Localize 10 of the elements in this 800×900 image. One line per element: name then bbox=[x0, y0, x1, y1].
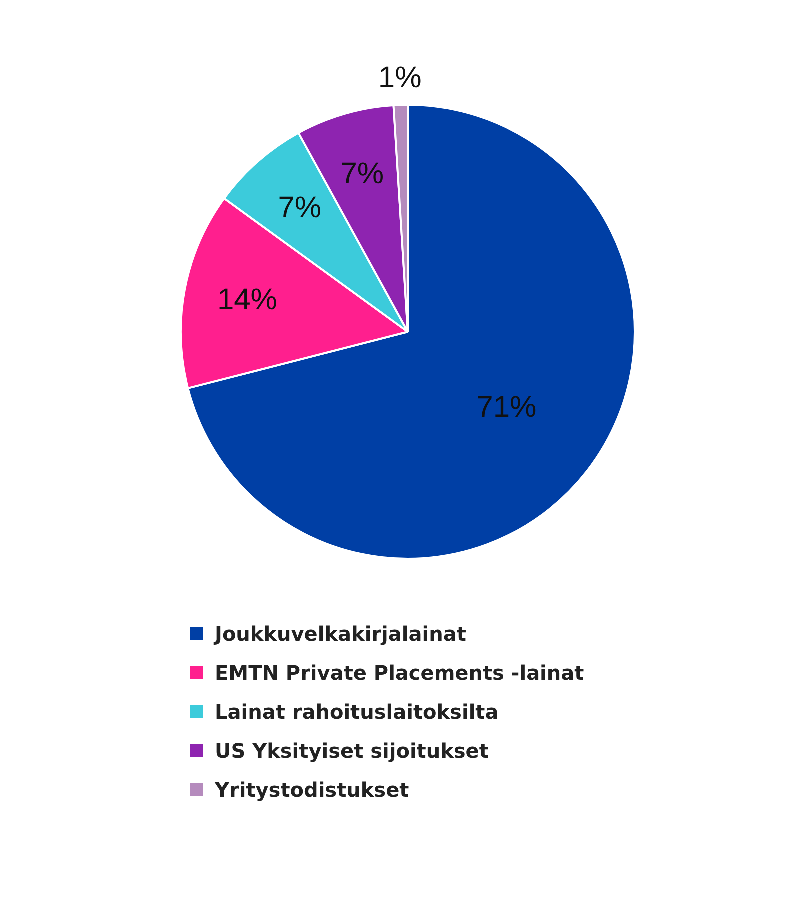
legend-label: Lainat rahoituslaitoksilta bbox=[215, 700, 499, 724]
data-label: 7% bbox=[340, 157, 384, 190]
legend-label: US Yksityiset sijoitukset bbox=[215, 738, 489, 762]
legend-label: EMTN Private Placements -lainat bbox=[215, 660, 584, 684]
data-label: 1% bbox=[378, 61, 422, 94]
data-label: 14% bbox=[217, 284, 278, 317]
legend-label: Joukkuvelkakirjalainat bbox=[215, 622, 466, 646]
legend-label: Yritystodistukset bbox=[215, 778, 410, 802]
data-label: 71% bbox=[476, 390, 537, 424]
data-label: 7% bbox=[278, 192, 322, 225]
